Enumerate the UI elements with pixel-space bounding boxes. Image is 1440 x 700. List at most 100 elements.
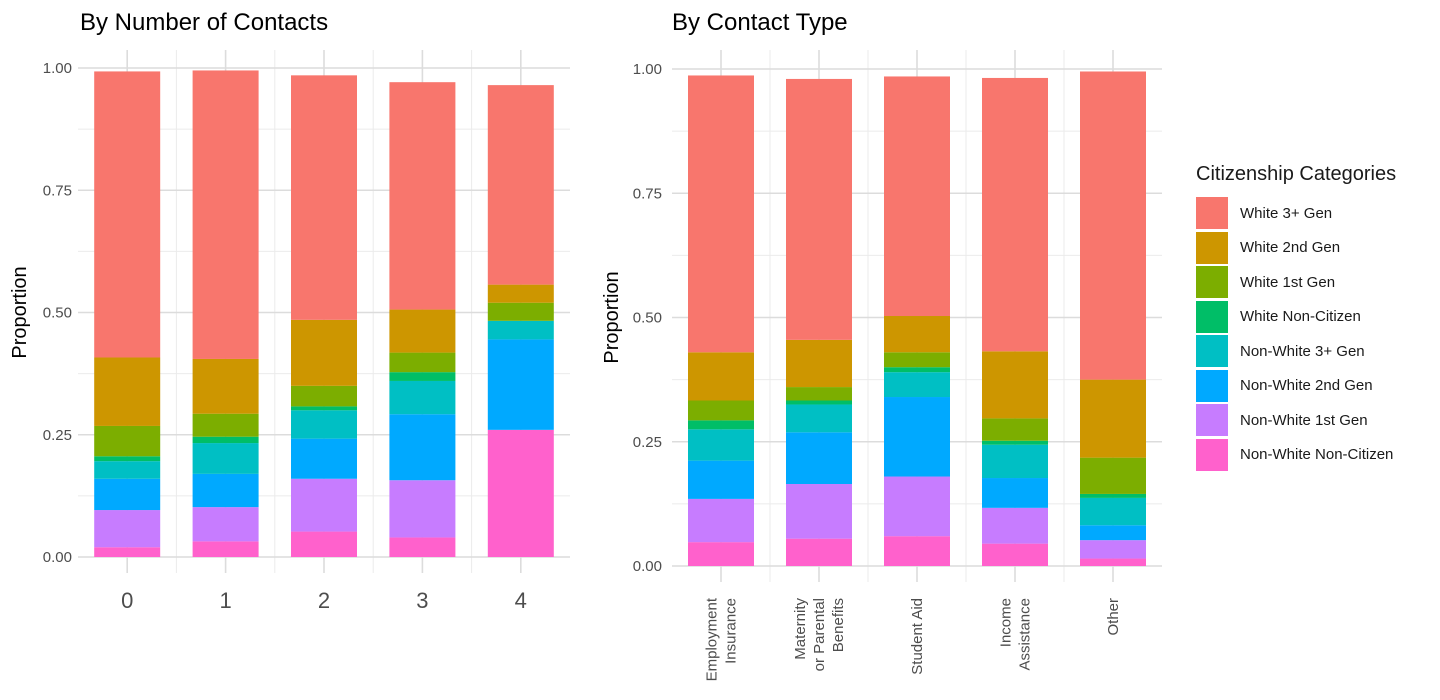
- bar-segment: [1080, 540, 1146, 559]
- bar-segment: [192, 70, 259, 359]
- legend-item: Non-White 2nd Gen: [1196, 369, 1396, 404]
- bar-segment: [487, 85, 554, 285]
- bar-segment: [786, 483, 852, 539]
- bar-segment: [94, 510, 161, 548]
- bar-segment: [786, 400, 852, 405]
- bar-segment: [487, 429, 554, 557]
- legend-swatch: [1196, 266, 1228, 299]
- legend-item: Non-White 1st Gen: [1196, 403, 1396, 438]
- y-tick-label: 1.00: [633, 61, 662, 78]
- bar-segment: [291, 531, 357, 557]
- bar-segment: [786, 538, 852, 566]
- bar-segment: [982, 507, 1048, 544]
- bar-segment: [982, 351, 1048, 419]
- x-tick-label: 2: [318, 588, 330, 613]
- bar-segment: [94, 461, 161, 479]
- bar-segment: [94, 425, 161, 457]
- y-tick-label: 0.50: [633, 310, 662, 327]
- bar-segment: [487, 320, 554, 340]
- y-tick-label: 0.75: [43, 182, 72, 199]
- x-tick-label: 3: [416, 588, 428, 613]
- legend-item: White 1st Gen: [1196, 265, 1396, 300]
- chart-0: 0.00 0.25 0.50 0.75 1.00 0 1 2 3 4 By Number of Co…: [9, 9, 570, 613]
- y-axis-label: Proportion: [9, 266, 31, 358]
- bar-segment: [94, 357, 161, 426]
- bar-segment: [884, 76, 950, 317]
- bar-segment: [94, 71, 161, 358]
- bar-segment: [291, 410, 357, 439]
- bar-segment: [487, 302, 554, 321]
- bar-segment: [192, 413, 259, 437]
- bar-segment: [786, 404, 852, 433]
- y-tick-label: 0.75: [633, 185, 662, 202]
- bar-segment: [982, 77, 1048, 352]
- bar-segment: [389, 480, 456, 538]
- legend-label: White 1st Gen: [1240, 273, 1336, 291]
- legend-label: Non-White 1st Gen: [1240, 411, 1368, 429]
- bar-segment: [487, 339, 554, 430]
- bar-segment: [291, 406, 357, 411]
- bar-segment: [389, 380, 456, 415]
- bar-segment: [192, 473, 259, 508]
- legend-label: Non-White Non-Citizen: [1240, 446, 1394, 464]
- legend-swatch: [1196, 231, 1228, 264]
- legend-item: Non-White Non-Citizen: [1196, 438, 1396, 473]
- chart-title: By Contact Type: [672, 9, 848, 36]
- y-tick-label: 0.00: [43, 549, 72, 566]
- bar-segment: [688, 498, 754, 543]
- bar-segment: [688, 352, 754, 401]
- legend-label: White Non-Citizen: [1240, 308, 1361, 326]
- bar-segment: [884, 397, 950, 477]
- bar-segment: [982, 418, 1048, 441]
- bar-segment: [1080, 525, 1146, 541]
- x-tick-label: Student Aid: [909, 598, 926, 675]
- legend-item: White Non-Citizen: [1196, 300, 1396, 335]
- bar-segment: [786, 339, 852, 388]
- chart-1: 0.00 0.25 0.50 0.75 1.00 Employment Insurance M…: [601, 9, 1162, 681]
- bar-segment: [291, 438, 357, 479]
- bar-segment: [192, 507, 259, 542]
- legend-swatch: [1196, 438, 1228, 471]
- bar-segment: [1080, 457, 1146, 494]
- x-tick-label: Income Assistance: [998, 598, 1034, 671]
- bar-segment: [786, 432, 852, 484]
- bar-segment: [291, 385, 357, 407]
- legend-item: Non-White 3+ Gen: [1196, 334, 1396, 369]
- bar-segment: [1080, 497, 1146, 526]
- bar-segment: [389, 352, 456, 373]
- bar-segment: [884, 352, 950, 368]
- bar-segment: [192, 436, 259, 444]
- legend-swatch: [1196, 300, 1228, 333]
- bar-segment: [688, 75, 754, 353]
- legend-swatch: [1196, 197, 1228, 230]
- bar-segment: [688, 460, 754, 499]
- legend-label: Non-White 3+ Gen: [1240, 342, 1365, 360]
- bar-segment: [1080, 558, 1146, 566]
- bar-segment: [688, 420, 754, 430]
- y-tick-label: 0.00: [633, 558, 662, 575]
- chart-title: By Number of Contacts: [80, 9, 328, 36]
- bar-segment: [1080, 379, 1146, 458]
- x-tick-label: Employment Insurance: [704, 597, 740, 681]
- bar-segment: [1080, 493, 1146, 498]
- bar-segment: [884, 367, 950, 373]
- bar-segment: [291, 75, 357, 320]
- y-tick-label: 0.25: [43, 427, 72, 444]
- legend-swatch: [1196, 335, 1228, 368]
- legend-items: White 3+ Gen White 2nd Gen White 1st Gen Wh…: [1196, 196, 1396, 472]
- legend-item: White 2nd Gen: [1196, 231, 1396, 266]
- bar-segment: [389, 372, 456, 381]
- bar-segment: [389, 537, 456, 557]
- bar-segment: [884, 372, 950, 398]
- legend-swatch: [1196, 404, 1228, 437]
- bar-segment: [192, 541, 259, 557]
- bar-segment: [786, 387, 852, 401]
- bar-segment: [291, 319, 357, 386]
- y-tick-label: 1.00: [43, 60, 72, 77]
- legend: Citizenship Categories White 3+ Gen White…: [1196, 163, 1396, 472]
- y-tick-label: 0.50: [43, 305, 72, 322]
- legend-label: White 2nd Gen: [1240, 239, 1341, 257]
- bar-segment: [94, 456, 161, 462]
- y-axis-label: Proportion: [601, 271, 623, 363]
